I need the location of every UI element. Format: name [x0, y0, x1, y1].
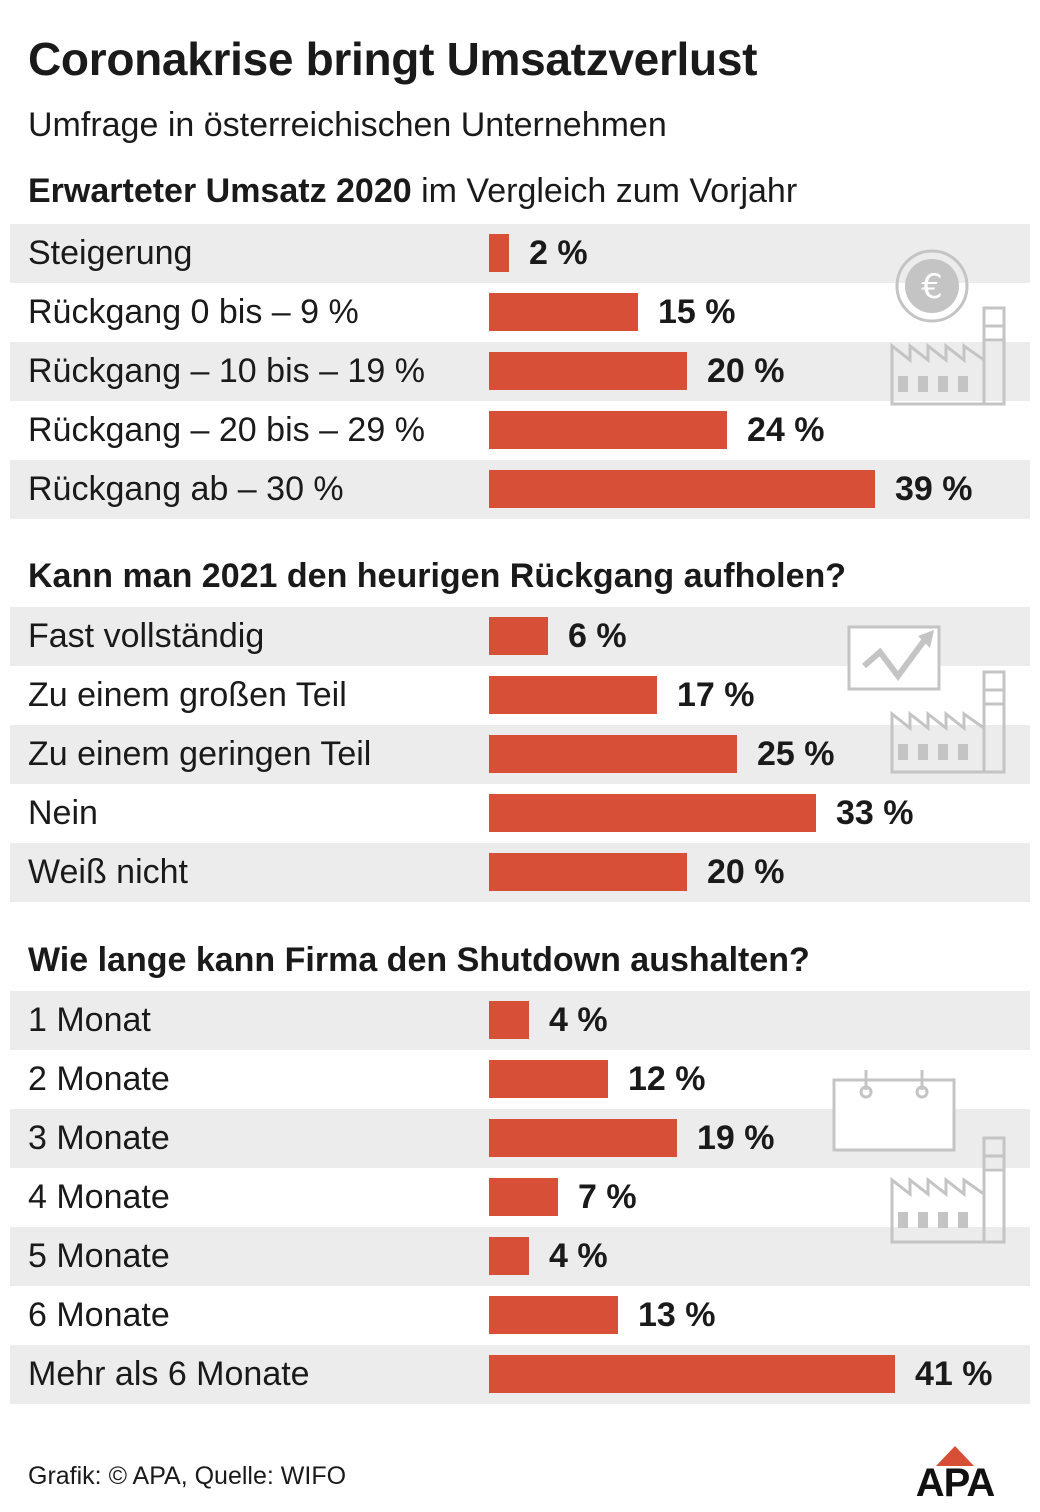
- bar-row: 4 Monate 7 %: [10, 1168, 1030, 1227]
- value-label: 20 %: [707, 352, 785, 390]
- source-footer: Grafik: © APA, Quelle: WIFO: [28, 1462, 347, 1490]
- value-label: 24 %: [747, 411, 825, 449]
- calendar-factory-icon: [832, 1070, 1006, 1244]
- section-title-shutdown: Wie lange kann Firma den Shutdown aushal…: [28, 941, 810, 980]
- bar: [489, 794, 816, 832]
- bar: [489, 234, 509, 272]
- category-label: Rückgang 0 bis – 9 %: [28, 293, 359, 331]
- bar: [489, 293, 638, 331]
- bar: [489, 853, 687, 891]
- value-label: 33 %: [836, 794, 914, 832]
- category-label: Rückgang – 20 bis – 29 %: [28, 411, 425, 449]
- value-label: 13 %: [638, 1296, 716, 1334]
- category-label: 5 Monate: [28, 1237, 170, 1275]
- chart-shutdown: 1 Monat 4 % 2 Monate 12 % 3 Monate 19 % 4 Mona…: [10, 991, 1030, 1404]
- category-label: Zu einem geringen Teil: [28, 735, 372, 773]
- section-title-bold: Erwarteter Umsatz 2020: [28, 172, 412, 210]
- section-title-rest: im Vergleich zum Vorjahr: [411, 172, 798, 210]
- euro-factory-icon: €: [890, 249, 1006, 406]
- bar-row: Weiß nicht 20 %: [10, 843, 1030, 902]
- page-subtitle: Umfrage in österreichischen Unternehmen: [28, 106, 667, 144]
- bar-row: Fast vollständig 6 %: [10, 607, 1030, 666]
- category-label: Zu einem großen Teil: [28, 676, 347, 714]
- value-label: 17 %: [677, 676, 755, 714]
- value-label: 12 %: [628, 1060, 706, 1098]
- bar: [489, 1119, 677, 1157]
- section-title-bold: Wie lange kann Firma den Shutdown aushal…: [28, 941, 810, 979]
- value-label: 7 %: [578, 1178, 637, 1216]
- trend-chart-factory-icon: [847, 625, 1006, 774]
- bar: [489, 676, 657, 714]
- bar-row: 1 Monat 4 %: [10, 991, 1030, 1050]
- bar-row: Steigerung 2 %: [10, 224, 1030, 283]
- category-label: Mehr als 6 Monate: [28, 1355, 310, 1393]
- category-label: 6 Monate: [28, 1296, 170, 1334]
- value-label: 20 %: [707, 853, 785, 891]
- bar-row: Rückgang – 10 bis – 19 % 20 %: [10, 342, 1030, 401]
- value-label: 15 %: [658, 293, 736, 331]
- section-title-bold: Kann man 2021 den heurigen Rückgang aufh…: [28, 557, 847, 595]
- value-label: 25 %: [757, 735, 835, 773]
- value-label: 6 %: [568, 617, 627, 655]
- bar-row: 6 Monate 13 %: [10, 1286, 1030, 1345]
- bar: [489, 352, 687, 390]
- chart-umsatz: Steigerung 2 % Rückgang 0 bis – 9 % 15 % Rüc…: [10, 224, 1030, 519]
- bar: [489, 1296, 618, 1334]
- category-label: 2 Monate: [28, 1060, 170, 1098]
- bar-row: Rückgang – 20 bis – 29 % 24 %: [10, 401, 1030, 460]
- bar: [489, 411, 727, 449]
- section-title-aufholen: Kann man 2021 den heurigen Rückgang aufh…: [28, 557, 846, 596]
- svg-text:APA: APA: [916, 1461, 995, 1500]
- value-label: 4 %: [549, 1237, 608, 1275]
- bar: [489, 1237, 529, 1275]
- bar-row: Zu einem geringen Teil 25 %: [10, 725, 1030, 784]
- category-label: 4 Monate: [28, 1178, 170, 1216]
- value-label: 4 %: [549, 1001, 608, 1039]
- category-label: Fast vollständig: [28, 617, 265, 655]
- bar-row: 2 Monate 12 %: [10, 1050, 1030, 1109]
- value-label: 39 %: [895, 470, 973, 508]
- bar: [489, 735, 737, 773]
- bar-row: Nein 33 %: [10, 784, 1030, 843]
- section-title-umsatz: Erwarteter Umsatz 2020 im Vergleich zum …: [28, 172, 797, 211]
- bar: [489, 470, 875, 508]
- category-label: Steigerung: [28, 234, 193, 272]
- bar: [489, 1178, 558, 1216]
- bar: [489, 617, 548, 655]
- apa-logo: APA: [916, 1446, 995, 1500]
- bar-row: Mehr als 6 Monate 41 %: [10, 1345, 1030, 1404]
- bar-row: 5 Monate 4 %: [10, 1227, 1030, 1286]
- category-label: 3 Monate: [28, 1119, 170, 1157]
- category-label: Rückgang ab – 30 %: [28, 470, 344, 508]
- category-label: 1 Monat: [28, 1001, 151, 1039]
- bar-row: Rückgang ab – 30 % 39 %: [10, 460, 1030, 519]
- value-label: 41 %: [915, 1355, 993, 1393]
- svg-text:€: €: [921, 267, 943, 307]
- bar-row: Rückgang 0 bis – 9 % 15 %: [10, 283, 1030, 342]
- page-title: Coronakrise bringt Umsatzverlust: [28, 33, 758, 85]
- category-label: Nein: [28, 794, 98, 832]
- bar-row: Zu einem großen Teil 17 %: [10, 666, 1030, 725]
- category-label: Rückgang – 10 bis – 19 %: [28, 352, 425, 390]
- value-label: 2 %: [529, 234, 588, 272]
- value-label: 19 %: [697, 1119, 775, 1157]
- bar: [489, 1060, 608, 1098]
- bar: [489, 1001, 529, 1039]
- chart-aufholen: Fast vollständig 6 % Zu einem großen Teil 1…: [10, 607, 1030, 902]
- category-label: Weiß nicht: [28, 853, 188, 891]
- bar: [489, 1355, 895, 1393]
